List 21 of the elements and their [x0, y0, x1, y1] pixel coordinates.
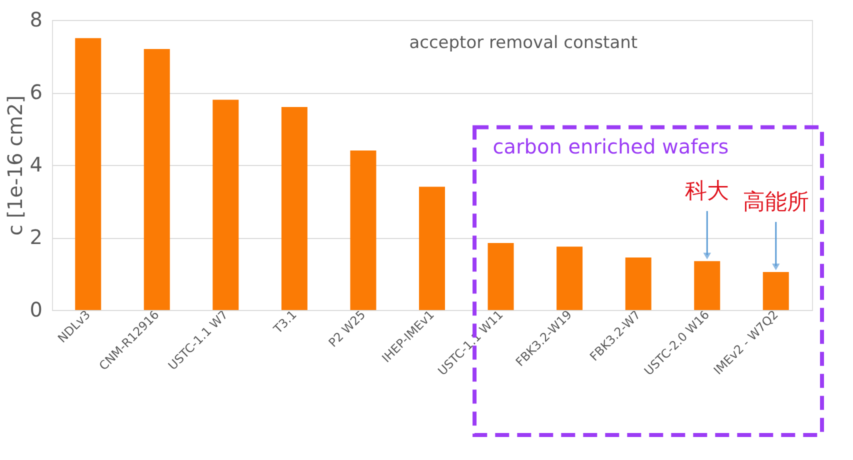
- bar: [762, 272, 789, 310]
- bar: [281, 107, 308, 310]
- bar: [144, 49, 170, 310]
- bar: [350, 150, 376, 310]
- y-axis-title: c [1e-16 cm2]: [2, 95, 27, 236]
- annotation: 高能所: [742, 190, 809, 215]
- bar: [556, 246, 583, 310]
- y-tick-label: 8: [30, 8, 42, 32]
- annotation: carbon enriched wafers: [492, 134, 729, 159]
- bar: [419, 186, 445, 310]
- y-tick-label: 6: [30, 80, 42, 104]
- annotation: 科大: [685, 179, 730, 204]
- bar: [212, 100, 239, 310]
- y-tick-label: 0: [30, 298, 42, 322]
- bar: [488, 242, 514, 310]
- annotation: acceptor removal constant: [409, 33, 638, 54]
- bar: [625, 257, 652, 310]
- y-tick-label: 4: [30, 152, 42, 176]
- y-tick-label: 2: [30, 225, 42, 249]
- bar: [694, 261, 720, 310]
- bar: [75, 38, 102, 310]
